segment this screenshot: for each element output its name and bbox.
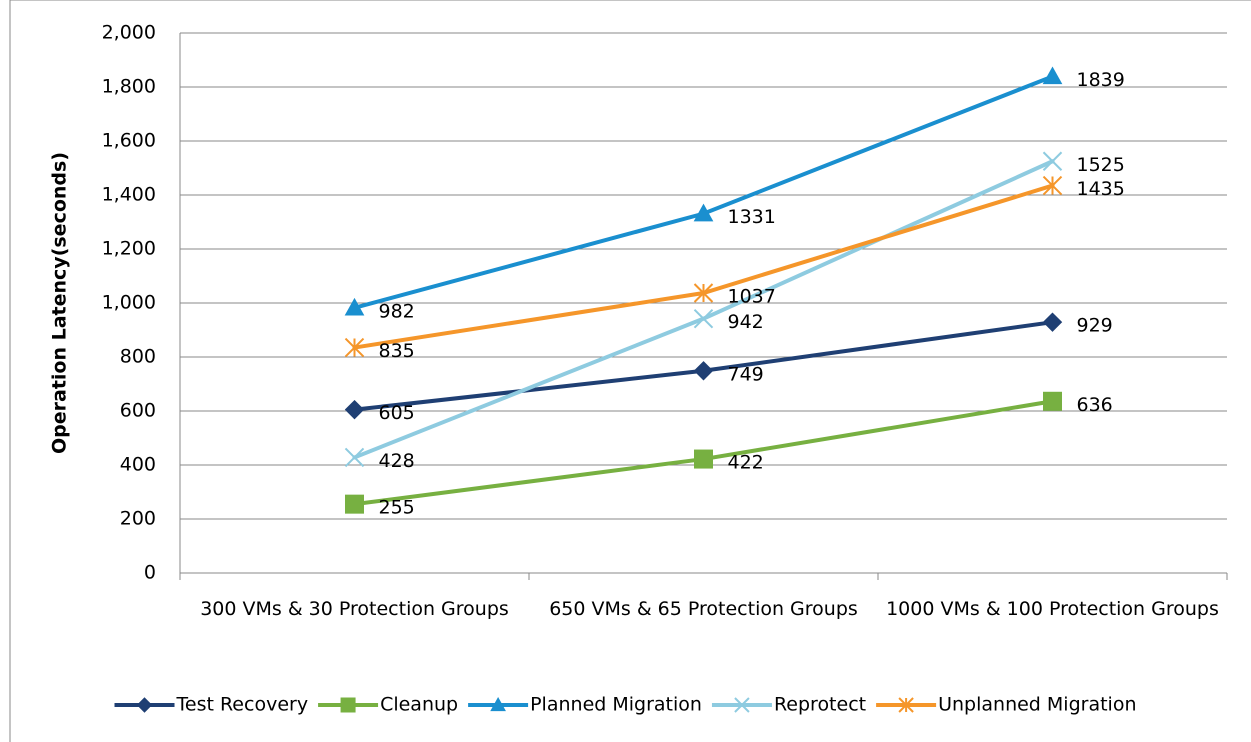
data-label: 1435 <box>1077 178 1125 200</box>
marker <box>1042 151 1063 171</box>
marker <box>1042 175 1063 196</box>
legend-marker <box>898 697 914 713</box>
y-tick-label: 1,600 <box>102 130 156 152</box>
y-tick-label: 400 <box>120 454 156 476</box>
marker <box>344 297 365 316</box>
legend: Test Recovery Cleanup Planned Migration Rep… <box>114 694 1136 716</box>
legend-label: Planned Migration <box>530 694 702 716</box>
y-tick-label: 1,800 <box>102 76 156 98</box>
y-tick-label: 1,000 <box>102 292 156 314</box>
y-tick-label: 800 <box>120 346 156 368</box>
data-label: 422 <box>728 452 764 474</box>
legend-label: Test Recovery <box>176 694 309 716</box>
y-tick-label: 1,400 <box>102 184 156 206</box>
marker <box>345 494 364 514</box>
data-label: 255 <box>379 497 415 519</box>
legend-marker <box>490 696 506 712</box>
data-label: 1331 <box>728 206 776 228</box>
x-tick-label: 300 VMs & 30 Protection Groups <box>200 598 509 620</box>
legend-marker <box>734 697 750 713</box>
marker <box>344 399 365 420</box>
data-label: 1839 <box>1077 69 1125 91</box>
marker <box>344 337 365 358</box>
marker <box>1043 391 1062 411</box>
data-label: 835 <box>379 340 415 362</box>
data-label: 982 <box>379 300 415 322</box>
marker <box>693 203 714 222</box>
marker <box>1042 66 1063 85</box>
data-label: 636 <box>1077 394 1113 416</box>
data-label: 942 <box>728 311 764 333</box>
x-tick-label: 650 VMs & 65 Protection Groups <box>549 598 858 620</box>
data-label: 1037 <box>728 286 776 308</box>
marker <box>344 447 365 468</box>
y-axis-label: Operation Latency(seconds) <box>49 152 71 454</box>
y-tick-label: 600 <box>120 400 156 422</box>
marker <box>693 361 714 381</box>
data-label: 749 <box>728 363 764 385</box>
y-tick-label: 1,200 <box>102 238 156 260</box>
x-tick-label: 1000 VMs & 100 Protection Groups <box>886 598 1219 620</box>
legend-marker <box>136 697 153 713</box>
data-label: 605 <box>379 402 415 424</box>
y-tick-label: 0 <box>144 562 156 584</box>
legend-marker <box>340 697 356 713</box>
legend-label: Cleanup <box>380 694 458 716</box>
data-label: 428 <box>379 450 415 472</box>
y-tick-label: 200 <box>120 508 156 530</box>
marker <box>693 308 714 329</box>
data-label: 1525 <box>1077 154 1125 176</box>
data-label: 929 <box>1077 315 1113 337</box>
legend-label: Unplanned Migration <box>938 694 1136 716</box>
marker <box>694 449 713 469</box>
marker <box>1042 312 1063 332</box>
marker <box>693 283 714 303</box>
y-tick-label: 2,000 <box>102 22 156 44</box>
series-line <box>352 74 1055 310</box>
legend-label: Reprotect <box>774 694 866 716</box>
